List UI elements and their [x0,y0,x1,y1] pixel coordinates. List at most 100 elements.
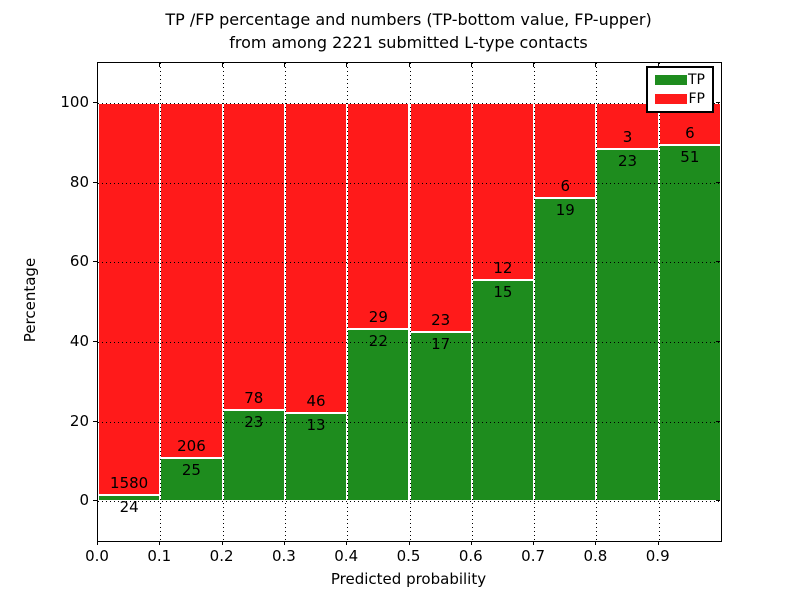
x-gridline [347,63,349,541]
legend-label: FP [688,90,706,107]
bar-label-fp: 6 [560,177,571,196]
y-tick-right [716,101,720,103]
bar-label-fp: 78 [244,389,264,408]
bar-segment-fp [284,102,348,414]
bar-segment-fp [534,102,597,199]
y-tick [93,340,97,342]
bar-segment-tp [596,148,659,502]
x-tick [657,541,659,545]
bar-label-fp: 23 [431,310,451,329]
legend-label: TP [688,72,705,89]
y-tick [93,181,97,183]
legend-swatch-fp-icon [655,93,687,104]
x-gridline [284,63,286,541]
x-tick-label: 0.0 [85,547,109,565]
x-gridline [596,63,598,541]
bar-label-fp: 46 [306,392,326,411]
x-tick-top [159,63,161,67]
x-gridline [160,63,162,541]
plot-area: 1580 24 206 25 78 23 46 13 29 22 23 17 12 15 6 19 3 23 6 51 [97,62,722,542]
x-tick-top [533,63,535,67]
legend-item: FP [655,91,705,107]
y-tick-right [716,261,720,263]
bar-label-tp: 17 [431,334,451,353]
y-tick-label: 60 [69,252,89,271]
x-tick-label: 0.6 [458,547,483,565]
bar-label-tp: 22 [368,332,388,351]
bar-segment-fp [347,102,410,330]
bar-segment-tp [409,331,472,502]
chart-title-line1: TP /FP percentage and numbers (TP-bottom… [165,10,652,29]
x-tick [221,541,223,545]
x-tick-label: 0.2 [209,547,234,565]
x-tick [470,541,472,545]
y-tick-right [716,181,720,183]
y-tick-label: 0 [79,491,89,510]
legend-swatch-tp-icon [655,75,687,86]
x-tick-label: 0.5 [396,547,421,565]
y-tick-label: 40 [69,331,89,350]
bar-label-tp: 19 [555,201,575,220]
bar-label-tp: 15 [493,282,513,301]
x-axis-label: Predicted probability [330,570,487,588]
x-tick [97,541,98,545]
bar-segment-fp [98,102,161,496]
x-tick-label: 0.1 [147,547,172,565]
x-tick-top [221,63,223,67]
y-tick [93,101,97,103]
x-tick [408,541,410,545]
x-tick-label: 0.3 [271,547,296,565]
bar-segment-tp [284,413,348,502]
bar-segment-tp [658,144,721,502]
chart-title-line2: from among 2221 submitted L-type contact… [229,33,588,52]
legend: TP FP [646,66,714,113]
bar-segment-tp [347,329,410,502]
bar-label-fp: 1580 [110,474,149,493]
x-gridline [471,63,473,541]
x-tick-top [346,63,348,67]
bar-label-fp: 12 [493,258,513,277]
x-gridline [534,63,536,541]
x-tick [533,541,535,545]
x-tick [595,541,597,545]
x-tick-label: 0.7 [521,547,546,565]
bar-segment-tp [471,279,535,502]
x-tick-top [657,63,659,67]
y-tick [93,261,97,263]
bar-label-fp: 6 [685,123,695,142]
x-gridline [658,63,660,541]
y-tick [93,420,97,422]
bar-label-tp: 51 [680,147,700,166]
bar-label-fp: 3 [622,127,633,146]
x-gridline [222,63,224,541]
bar-label-tp: 23 [618,151,638,170]
x-tick [159,541,161,545]
bar-segment-fp [471,102,535,280]
bar-segment-fp [160,102,223,459]
bar-segment-fp [409,102,472,332]
y-tick-right [716,340,720,342]
x-tick-label: 0.4 [334,547,359,565]
bar-label-fp: 206 [177,437,206,456]
y-tick-right [716,420,720,422]
bar-segment-fp [222,102,285,411]
y-tick-right [716,500,720,502]
bar-segment-tp [98,495,161,502]
bar-label-tp: 25 [181,461,201,480]
bar-segment-tp [534,198,597,502]
y-tick-label: 80 [69,172,89,191]
x-gridline [409,63,411,541]
x-tick-top [595,63,597,67]
y-tick-label: 20 [69,411,89,430]
chart-title: TP /FP percentage and numbers (TP-bottom… [97,8,720,54]
y-tick [93,500,97,502]
x-tick-label: 0.9 [645,547,670,565]
x-tick-top [283,63,285,67]
y-tick-label: 100 [60,92,89,111]
bar-label-tp: 13 [306,416,326,435]
x-tick-label: 0.8 [583,547,608,565]
bar-label-tp: 24 [119,498,139,517]
bar-label-tp: 23 [244,413,264,432]
x-tick [283,541,285,545]
